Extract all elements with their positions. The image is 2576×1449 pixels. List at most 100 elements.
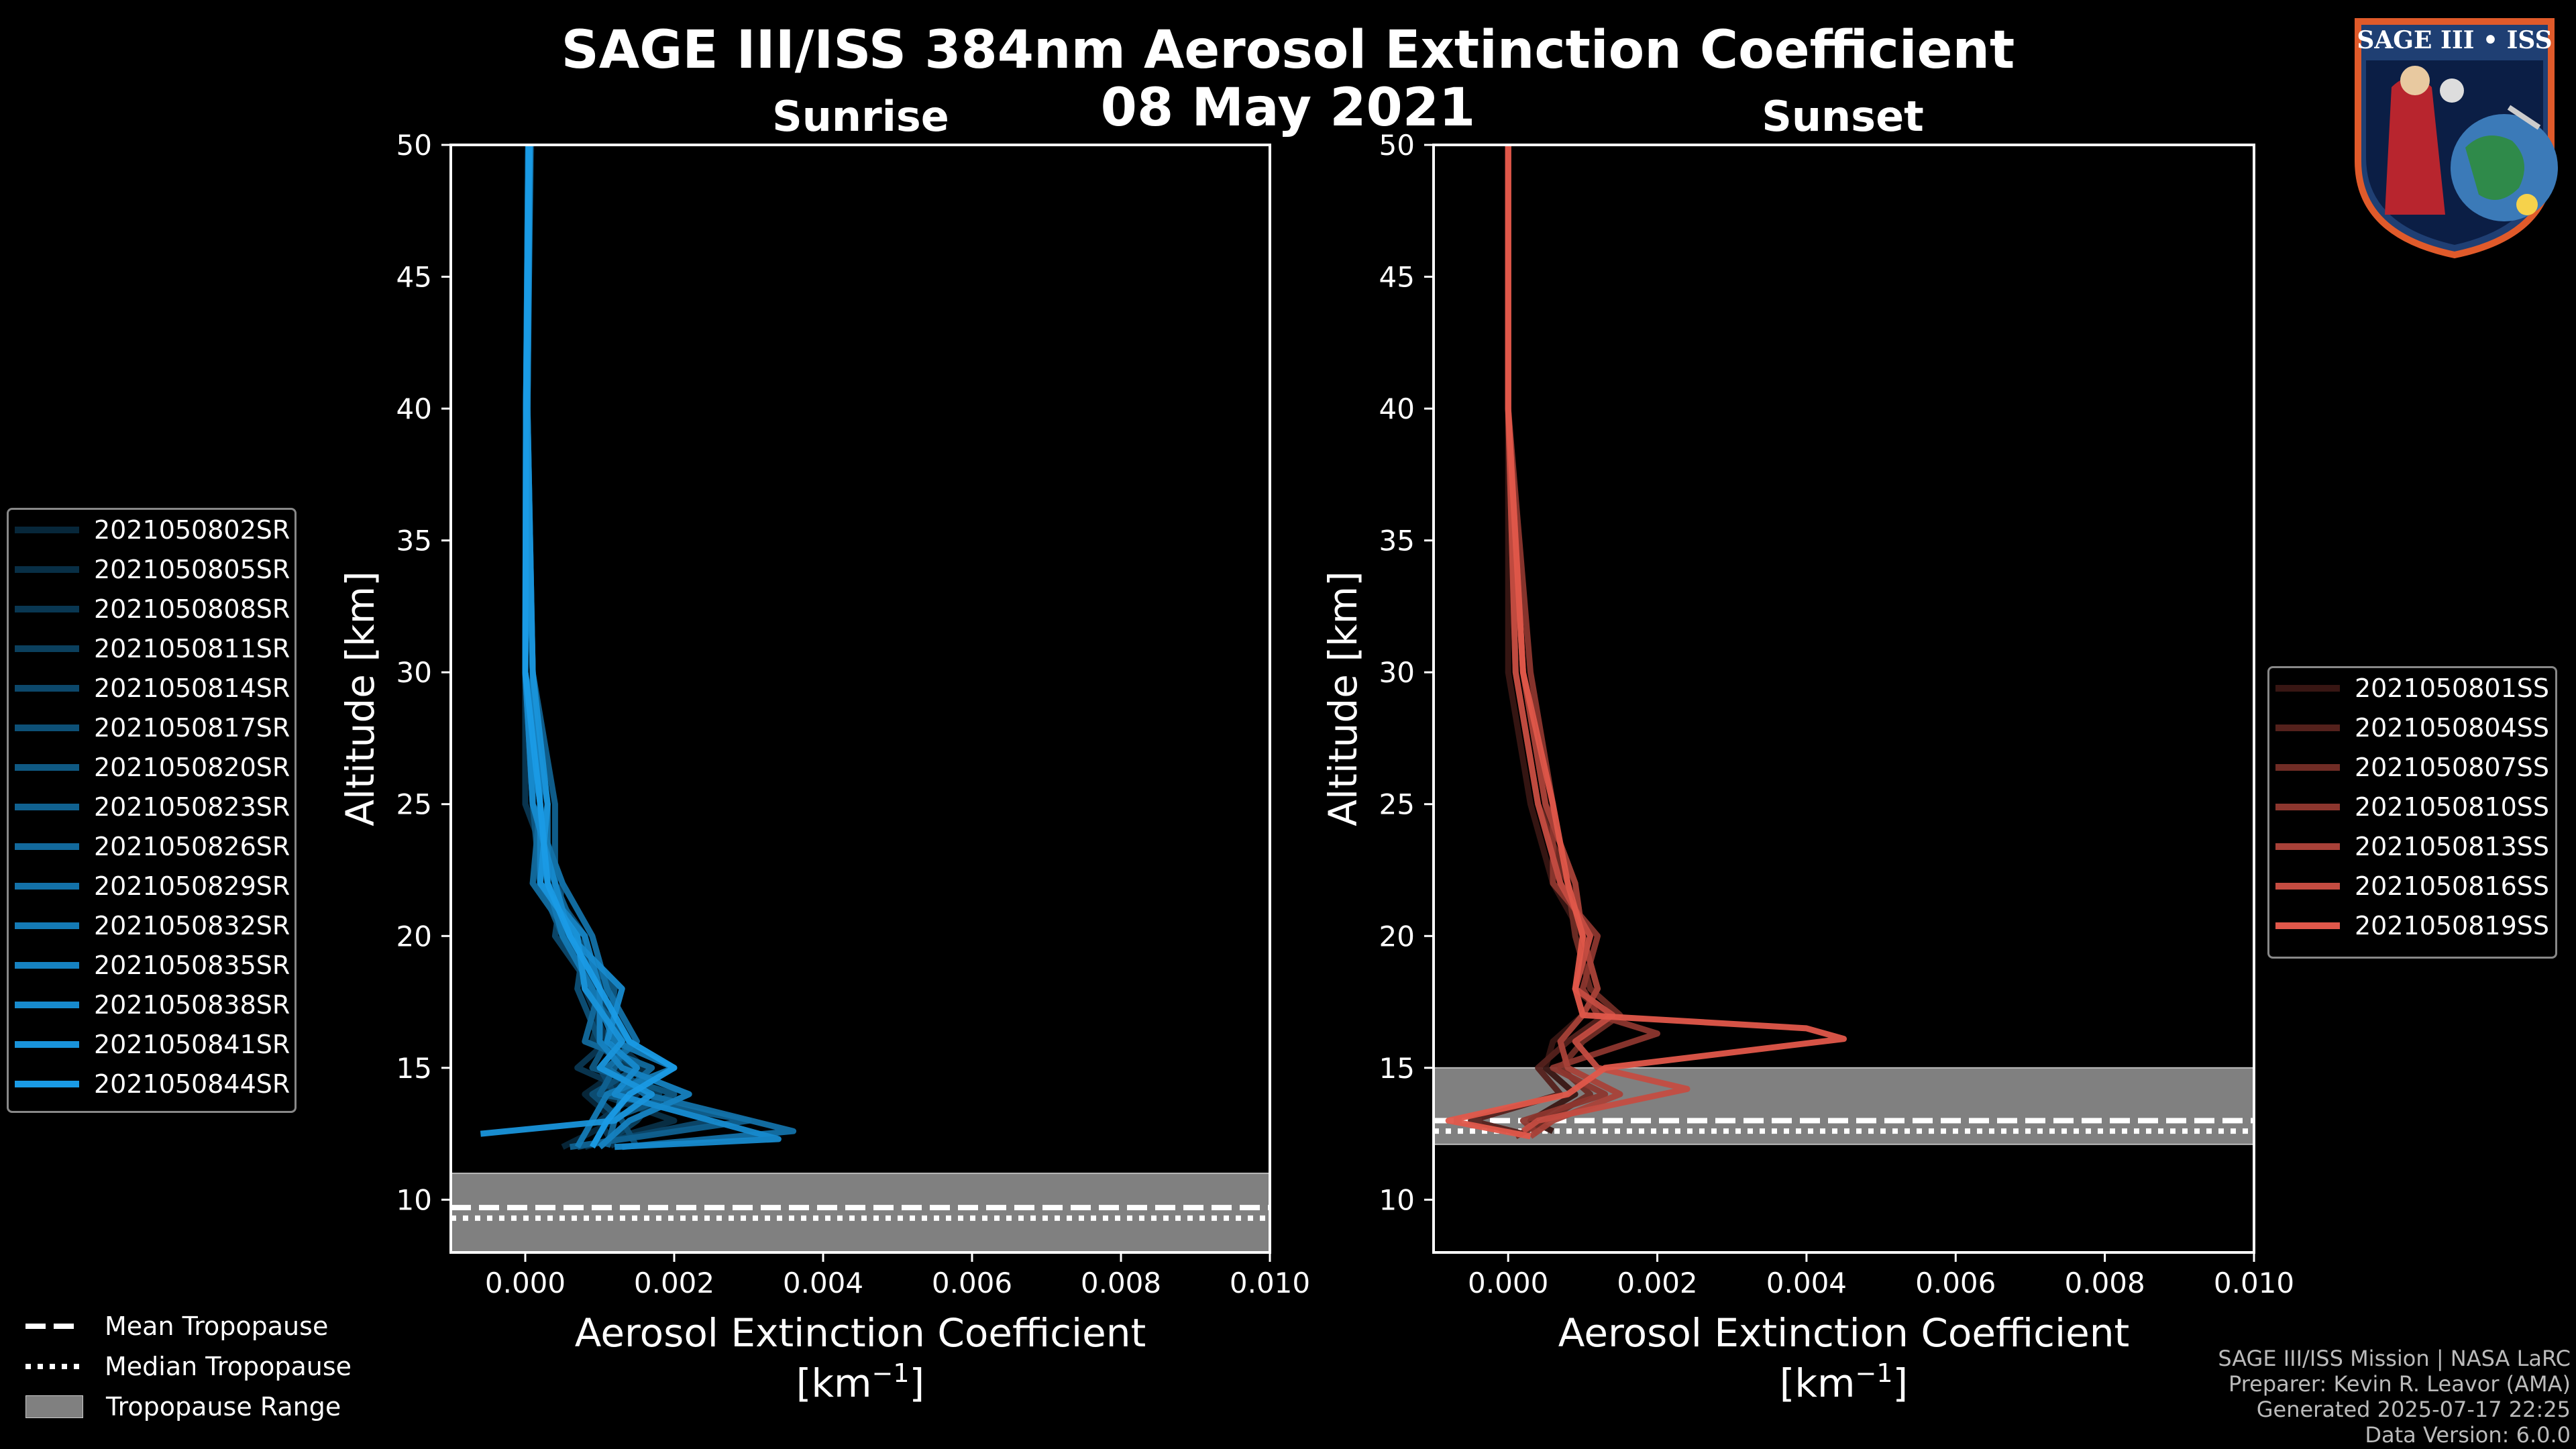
legend-item-2021050817SR: 2021050817SR [15, 713, 290, 743]
sage-iii-iss-logo: SAGE III • ISS [2355, 18, 2558, 259]
legend-swatch [15, 606, 79, 612]
legend-swatch [2275, 883, 2340, 890]
legend-item-2021050819SS: 2021050819SS [2275, 911, 2549, 941]
y-tick-label: 25 [1379, 788, 1415, 821]
x-tick-label: 0.002 [1617, 1267, 1697, 1299]
y-tick-label: 50 [1379, 129, 1415, 162]
legend-item-2021050835SR: 2021050835SR [15, 951, 290, 980]
legend-item-2021050810SS: 2021050810SS [2275, 792, 2549, 822]
y-tick-label: 40 [1379, 392, 1415, 425]
legend-item-2021050823SR: 2021050823SR [15, 792, 290, 822]
series-line-2021050844SR [522, 144, 678, 1149]
legend-label: 2021050832SR [94, 911, 290, 941]
legend-label: Tropopause Range [106, 1392, 341, 1421]
x-axis-label: Aerosol Extinction Coefficient [575, 1310, 1146, 1356]
legend-swatch [15, 527, 79, 533]
legend-swatch [2275, 685, 2340, 692]
legend-item-2021050801SS: 2021050801SS [2275, 674, 2549, 703]
legend-median-tropopause: Median Tropopause [25, 1352, 352, 1381]
y-tick-label: 45 [396, 261, 432, 294]
legend-tropopause-range: Tropopause Range [25, 1392, 341, 1421]
legend-swatch [15, 645, 79, 652]
x-axis-unit: [km−1] [1780, 1358, 1908, 1406]
y-tick-label: 45 [1379, 261, 1415, 294]
legend-label: 2021050811SR [94, 634, 290, 663]
legend-swatch [15, 1041, 79, 1048]
logo-text: SAGE III • ISS [2357, 26, 2552, 54]
legend-item-2021050814SR: 2021050814SR [15, 674, 290, 703]
legend-label: 2021050835SR [94, 951, 290, 980]
footer-preparer: Preparer: Kevin R. Leavor (AMA) [2228, 1371, 2571, 1397]
legend-label: 2021050838SR [94, 990, 290, 1020]
footer-version: Data Version: 6.0.0 [2365, 1422, 2571, 1448]
x-tick-label: 0.008 [1081, 1267, 1161, 1299]
footer-generated: Generated 2025-07-17 22:25 [2256, 1397, 2571, 1422]
legend-item-2021050841SR: 2021050841SR [15, 1030, 290, 1059]
dashed-line-icon [25, 1324, 82, 1329]
legend-label: 2021050804SS [2355, 713, 2550, 743]
legend-item-2021050804SS: 2021050804SS [2275, 713, 2549, 743]
legend-label: 2021050829SR [94, 871, 290, 901]
sunrise-axes-frame [449, 144, 1271, 1254]
x-tick-label: 0.006 [932, 1267, 1012, 1299]
legend-label: 2021050814SR [94, 674, 290, 703]
y-tick-label: 10 [1379, 1183, 1415, 1216]
y-tick-label: 35 [1379, 525, 1415, 557]
legend-swatch [2275, 724, 2340, 731]
legend-label: 2021050823SR [94, 792, 290, 822]
footer-mission: SAGE III/ISS Mission | NASA LaRC [2218, 1346, 2571, 1371]
legend-item-2021050802SR: 2021050802SR [15, 515, 290, 545]
y-tick-label: 20 [396, 920, 432, 953]
legend-item-2021050844SR: 2021050844SR [15, 1069, 290, 1099]
legend-label: 2021050841SR [94, 1030, 290, 1059]
legend-item-2021050811SR: 2021050811SR [15, 634, 290, 663]
legend-label: 2021050808SR [94, 594, 290, 624]
legend-label: 2021050816SS [2355, 871, 2550, 901]
legend-swatch [2275, 843, 2340, 850]
legend-item-2021050829SR: 2021050829SR [15, 871, 290, 901]
sunset-plot: 0.000 0.002 0.004 0.006 0.008 0.010 10 15 20 25 30… [1320, 129, 2294, 1406]
chart-date: 08 May 2021 [1100, 78, 1476, 138]
sunset-legend [2267, 666, 2557, 959]
legend-item-2021050805SR: 2021050805SR [15, 555, 290, 584]
legend-item-2021050838SR: 2021050838SR [15, 990, 290, 1020]
sunrise-plot: 0.000 0.002 0.004 0.006 0.008 0.010 10 15 20 25 30… [337, 129, 1310, 1406]
legend-label: 2021050805SR [94, 555, 290, 584]
legend-item-2021050813SS: 2021050813SS [2275, 832, 2549, 861]
x-tick-label: 0.000 [1468, 1267, 1548, 1299]
legend-swatch [15, 1081, 79, 1087]
series-line-2021050810SS [1505, 145, 1660, 1136]
legend-swatch [15, 804, 79, 810]
x-tick-label: 0.004 [783, 1267, 863, 1299]
legend-swatch [15, 843, 79, 850]
legend-swatch [15, 1002, 79, 1008]
legend-label: 2021050807SS [2355, 753, 2550, 782]
legend-swatch [15, 685, 79, 692]
x-tick-label: 0.008 [2065, 1267, 2145, 1299]
legend-item-2021050816SS: 2021050816SS [2275, 871, 2549, 901]
x-tick-label: 0.002 [634, 1267, 714, 1299]
legend-swatch [15, 724, 79, 731]
x-tick-label: 0.010 [2214, 1267, 2294, 1299]
legend-label: Mean Tropopause [105, 1311, 329, 1341]
legend-mean-tropopause: Mean Tropopause [25, 1311, 328, 1341]
y-tick-label: 50 [396, 129, 432, 162]
y-tick-label: 35 [396, 525, 432, 557]
legend-swatch [15, 962, 79, 969]
legend-label: 2021050802SR [94, 515, 290, 545]
range-swatch-icon [25, 1395, 83, 1418]
legend-label: 2021050813SS [2355, 832, 2550, 861]
series-line-2021050819SS [1445, 145, 1847, 1140]
legend-swatch [15, 922, 79, 929]
legend-item-2021050820SR: 2021050820SR [15, 753, 290, 782]
legend-label: 2021050820SR [94, 753, 290, 782]
tropopause-range [450, 1173, 1271, 1253]
y-tick-label: 10 [396, 1183, 432, 1216]
legend-label: Median Tropopause [105, 1352, 352, 1381]
footer: SAGE III/ISS Mission | NASA LaRC Prepare… [2218, 1346, 2571, 1448]
y-tick-label: 20 [1379, 920, 1415, 953]
legend-swatch [2275, 764, 2340, 771]
legend-swatch [15, 566, 79, 573]
y-tick-label: 15 [1379, 1052, 1415, 1085]
